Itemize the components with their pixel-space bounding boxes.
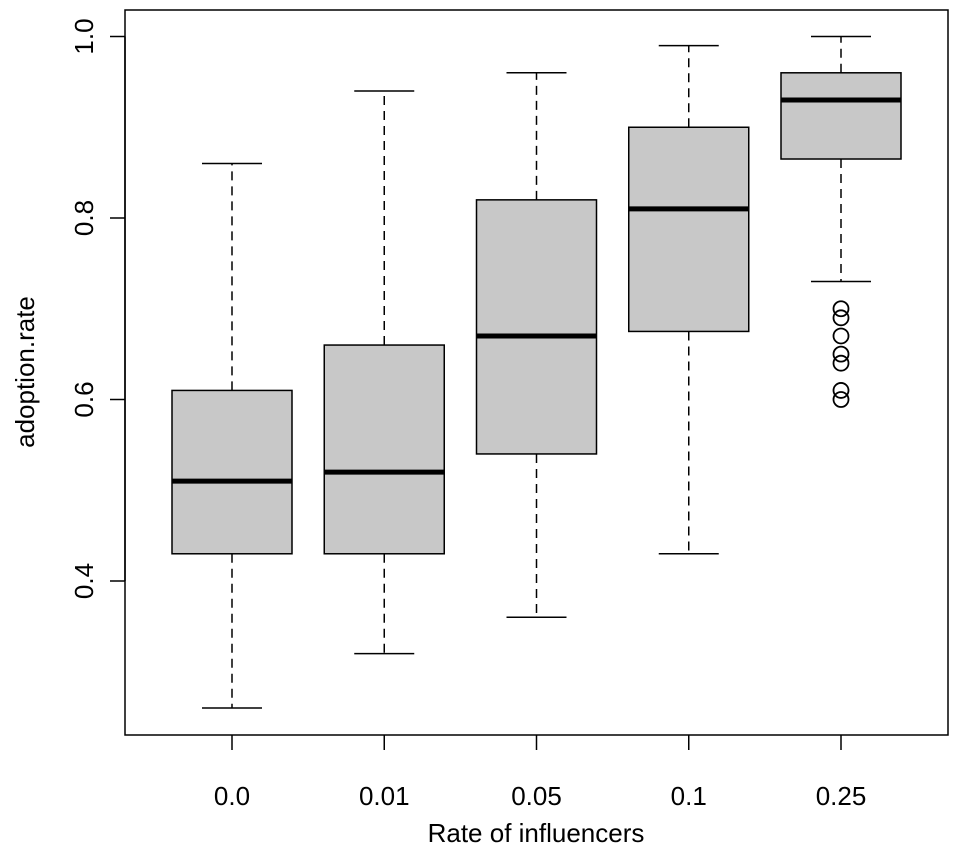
- outlier-point: [832, 300, 850, 318]
- x-axis-label: Rate of influencers: [428, 818, 645, 848]
- x-axis: 0.0 0.01 0.05 0.1 0.25: [214, 735, 866, 811]
- x-tick-label: 0.25: [816, 781, 867, 811]
- box-0.05: [475, 72, 598, 619]
- x-tick-label: 0.01: [359, 781, 410, 811]
- iqr-box: [171, 389, 293, 555]
- iqr-box: [323, 344, 445, 555]
- iqr-box: [475, 199, 598, 455]
- outlier-point: [832, 327, 850, 345]
- y-axis: 0.4 0.6 0.8 1.0: [69, 18, 126, 599]
- y-tick-label: 0.8: [69, 200, 99, 236]
- box-0.01: [323, 90, 445, 655]
- outlier-point: [832, 391, 850, 408]
- y-tick-label: 0.6: [69, 381, 99, 417]
- x-tick-label: 0.05: [511, 781, 562, 811]
- y-tick-label: 0.4: [69, 563, 99, 599]
- y-tick-label: 1.0: [69, 18, 99, 54]
- outlier-point: [832, 382, 850, 399]
- y-axis-label: adoption.rate: [10, 296, 40, 448]
- box-0.25: [780, 35, 902, 408]
- box-0.0: [171, 162, 293, 709]
- outlier-point: [832, 309, 850, 327]
- outlier-point: [832, 354, 850, 372]
- iqr-box: [780, 72, 902, 160]
- outlier-point: [832, 345, 850, 363]
- x-tick-label: 0.0: [214, 781, 250, 811]
- box-0.1: [628, 44, 750, 555]
- iqr-box: [628, 126, 750, 333]
- x-tick-label: 0.1: [671, 781, 707, 811]
- boxes: [171, 35, 902, 709]
